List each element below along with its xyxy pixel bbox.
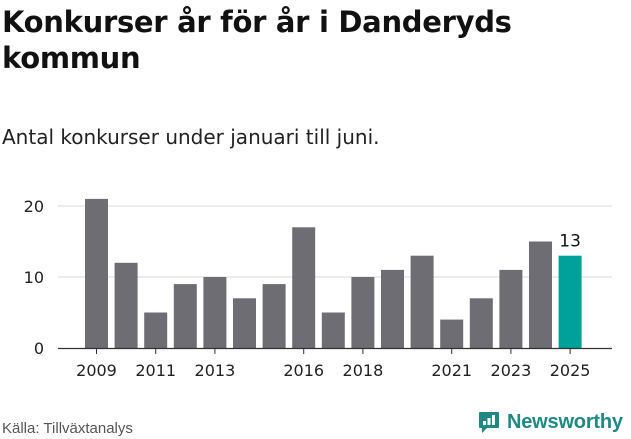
newsworthy-logo-icon (479, 412, 499, 433)
source-note: Källa: Tillväxtanalys (2, 420, 133, 437)
bar-2014 (233, 298, 256, 348)
x-tick-label: 2023 (491, 361, 532, 380)
x-tick-label: 2013 (195, 361, 236, 380)
bar-2019 (381, 269, 404, 348)
grid-lines (58, 205, 612, 278)
brand-logo: Newsworthy (477, 410, 623, 434)
bar-chart: 0 10 20 2009 2011 2013 2016 2018 2021 2023 2025 1… (24, 197, 612, 380)
brand-name: Newsworthy (507, 410, 623, 433)
bar-2013 (203, 277, 227, 348)
bar-2016 (292, 227, 316, 348)
x-tick-label: 2009 (76, 361, 117, 380)
bar-2010 (114, 262, 138, 348)
bar-2011 (144, 312, 168, 348)
bar-2023 (499, 269, 523, 348)
x-tick-label: 2016 (283, 361, 324, 380)
bars (85, 198, 582, 348)
data-labels: 13 (559, 232, 581, 252)
chart-title: Konkurser år för år i Danderyds kommun (2, 5, 512, 75)
bar-2025 (558, 255, 582, 348)
bar-2020 (410, 255, 434, 348)
bar-2024 (529, 241, 552, 348)
bar-2015 (262, 284, 286, 348)
bar-2017 (321, 312, 345, 348)
bar-2021 (440, 319, 464, 348)
bar-2009 (85, 198, 108, 348)
x-tick-label: 2011 (135, 361, 176, 380)
x-tick-label: 2025 (550, 361, 591, 380)
y-tick-label: 20 (24, 197, 44, 216)
bar-2012 (173, 284, 197, 348)
y-tick-label: 0 (34, 339, 44, 358)
data-label-2025: 13 (559, 232, 581, 252)
bar-2022 (469, 298, 493, 348)
x-tick-label: 2021 (431, 361, 472, 380)
y-tick-label: 10 (24, 268, 44, 287)
y-axis-ticks: 0 10 20 (24, 197, 44, 358)
chart-subtitle: Antal konkurser under januari till juni. (2, 125, 380, 149)
x-tick-label: 2018 (343, 361, 384, 380)
x-axis-ticks: 2009 2011 2013 2016 2018 2021 2023 2025 (76, 348, 590, 380)
bar-2018 (351, 277, 375, 348)
